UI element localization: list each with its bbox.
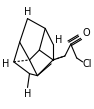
Text: H: H [24,89,31,99]
Text: H: H [24,7,31,17]
Text: O: O [83,28,90,38]
Text: Cl: Cl [83,59,92,69]
Text: H: H [2,59,10,69]
Text: H: H [55,35,62,45]
